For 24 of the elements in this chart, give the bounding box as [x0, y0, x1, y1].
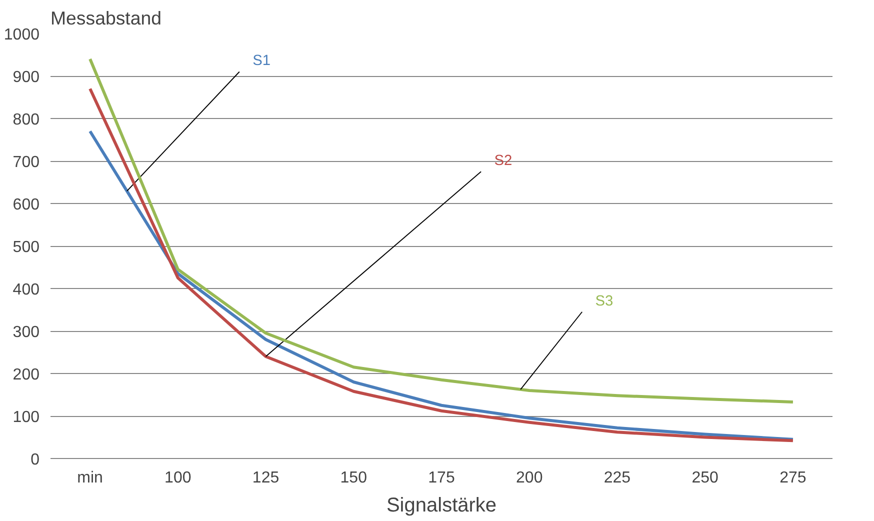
text: S3: [595, 293, 614, 310]
x-tick-label: 250: [692, 470, 719, 486]
y-tick-label: 900: [12, 69, 40, 86]
text: S1: [252, 53, 271, 70]
y-tick-label: 1000: [4, 26, 40, 44]
y-tick-label: 500: [12, 239, 40, 256]
y-tick-label: 800: [12, 112, 40, 128]
x-tick-label: 100: [164, 470, 192, 486]
y-tick-label: 400: [12, 282, 40, 298]
y-tick-label: 600: [12, 196, 40, 214]
y-tick-label: 300: [12, 324, 40, 341]
y-tick-label: 700: [12, 154, 40, 171]
x-tick-label: 200: [516, 470, 543, 486]
x-tick-label: 175: [428, 470, 455, 486]
y-tick-label: 0: [30, 452, 40, 468]
x-tick-label: 275: [780, 470, 806, 486]
x-axis-title: Signalstärke: [386, 494, 497, 516]
y-tick-label: 200: [12, 366, 40, 384]
x-tick-label: 150: [340, 470, 368, 486]
y-axis-title: Messabstand: [50, 8, 162, 28]
x-tick-label: min: [77, 470, 103, 486]
x-tick-label: 125: [252, 470, 280, 486]
y-tick-label: 100: [12, 409, 40, 426]
x-tick-label: 225: [604, 470, 631, 486]
